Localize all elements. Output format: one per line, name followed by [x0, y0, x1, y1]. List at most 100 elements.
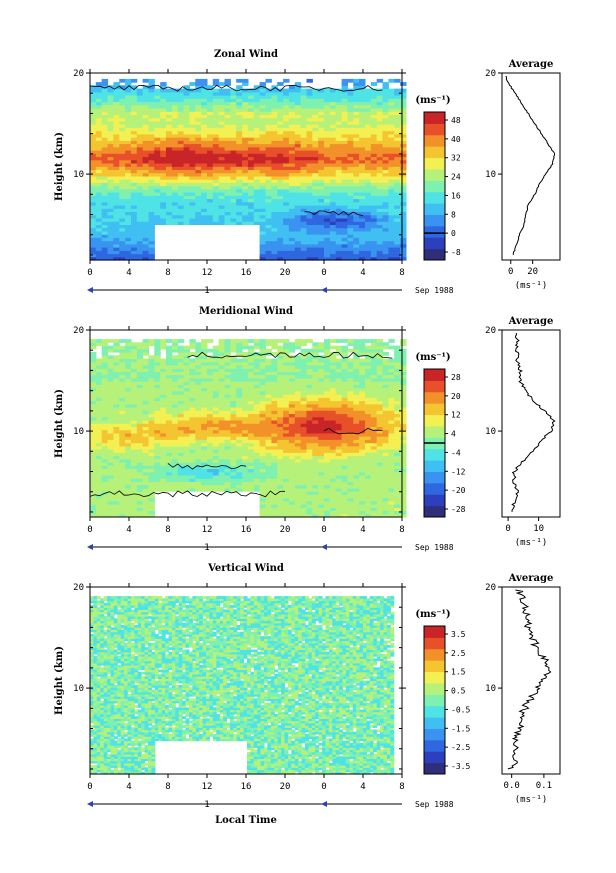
heat-cell: [101, 192, 109, 196]
heat-cell: [236, 120, 243, 125]
heat-cell: [90, 182, 97, 187]
heat-cell: [400, 205, 407, 209]
heat-cell: [183, 95, 190, 99]
heat-cell: [171, 166, 179, 170]
heat-cell: [388, 214, 395, 219]
heat-cell: [90, 240, 97, 245]
heat-cell: [119, 91, 126, 96]
heat-cell: [218, 449, 226, 453]
heat-cell: [318, 250, 325, 255]
colorbar-swatch: [424, 214, 445, 227]
heat-cell: [306, 234, 313, 238]
heat-cell: [247, 201, 255, 206]
heat-cell: [265, 143, 272, 148]
x-tick-label: 20: [280, 268, 291, 278]
heat-cell: [400, 133, 407, 138]
heat-cell: [119, 98, 126, 103]
heat-cell: [130, 182, 138, 187]
heat-cell: [247, 484, 255, 489]
heat-cell: [148, 98, 155, 103]
heat-cell: [90, 423, 97, 427]
heat-cell: [318, 243, 325, 248]
heat-cell: [265, 169, 272, 174]
heat-cell: [113, 98, 120, 103]
heat-cell: [335, 150, 343, 154]
heat-cell: [365, 172, 372, 177]
heat-cell: [230, 137, 237, 141]
heat-cell: [101, 111, 109, 115]
heat-cell: [288, 166, 296, 170]
heat-cell: [247, 188, 255, 193]
heat-cell: [171, 143, 179, 148]
heat-cell: [113, 247, 120, 251]
heat-cell: [166, 156, 173, 161]
heat-cell: [329, 104, 337, 109]
heat-cell: [277, 339, 284, 343]
heat-cell: [90, 198, 97, 203]
heat-cell: [195, 153, 202, 158]
heat-cell: [142, 205, 149, 209]
heat-cell: [341, 172, 348, 177]
heat-cell: [90, 159, 97, 164]
heat-cell: [306, 198, 313, 203]
heat-cell: [171, 95, 179, 99]
heat-cell: [142, 159, 149, 164]
heat-cell: [288, 253, 296, 258]
heat-cell: [376, 133, 384, 138]
heat-cell: [277, 224, 284, 229]
heat-cell: [218, 188, 226, 193]
heat-cell: [306, 195, 313, 200]
heat-cell: [171, 458, 179, 463]
heat-cell: [212, 345, 220, 350]
heat-cell: [119, 429, 126, 434]
heat-cell: [242, 127, 249, 132]
heat-cell: [171, 355, 179, 360]
heat-cell: [195, 130, 202, 135]
heat-cell: [230, 156, 237, 161]
heat-cell: [242, 449, 249, 453]
heat-cell: [189, 484, 196, 489]
heat-cell: [265, 114, 272, 119]
heat-cell: [247, 88, 255, 93]
heat-cell: [142, 484, 149, 489]
heat-cell: [218, 458, 226, 463]
heat-cell: [329, 98, 337, 103]
heat-cell: [101, 150, 109, 154]
heat-cell: [335, 211, 343, 216]
heat-cell: [382, 230, 389, 235]
heat-cell: [318, 253, 325, 258]
heat-cell: [394, 201, 401, 206]
heat-cell: [283, 211, 290, 216]
heat-cell: [324, 114, 331, 119]
heat-cell: [107, 484, 114, 489]
heat-cell: [277, 400, 284, 405]
heat-cell: [212, 214, 220, 219]
heat-cell: [300, 208, 307, 212]
heat-cell: [382, 169, 389, 174]
heat-cell: [236, 358, 243, 363]
heat-cell: [107, 429, 114, 434]
heat-cell: [125, 175, 132, 180]
heat-cell: [294, 85, 302, 90]
heat-cell: [359, 143, 366, 148]
heat-cell: [230, 98, 237, 103]
heat-cell: [90, 381, 97, 385]
heat-cell: [259, 410, 266, 415]
heat-cell: [189, 384, 196, 389]
heat-cell: [394, 150, 401, 154]
heat-cell: [218, 400, 226, 405]
heat-cell: [154, 163, 161, 167]
colorbar-swatch: [424, 168, 445, 181]
heat-cell: [394, 133, 401, 138]
colorbar-unit: (ms⁻¹): [415, 95, 450, 106]
heat-cell: [189, 130, 196, 135]
heat-cell: [95, 394, 103, 398]
colorbar-tick-label: 8: [451, 210, 456, 219]
heat-cell: [394, 192, 401, 196]
heat-cell: [300, 108, 307, 112]
heat-cell: [90, 345, 97, 350]
heat-cell: [142, 163, 149, 167]
heat-cell: [119, 355, 126, 360]
heat-cell: [277, 140, 284, 145]
heat-cell: [247, 104, 255, 109]
